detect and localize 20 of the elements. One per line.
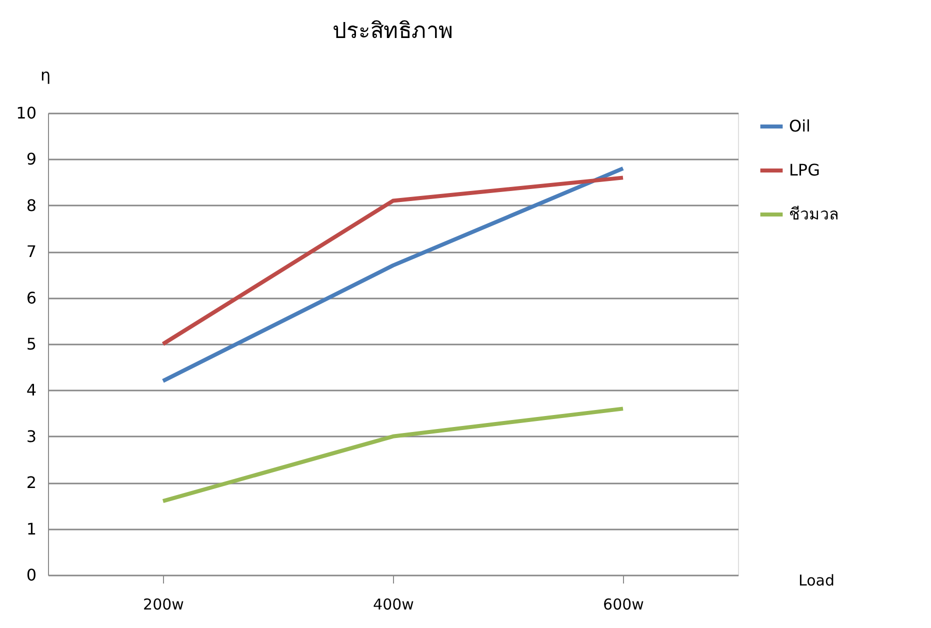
y-tick-label: 0 (26, 566, 36, 584)
y-tick-label: 2 (26, 473, 36, 492)
x-tick-label: 600w (603, 596, 644, 614)
y-tick-label: 6 (26, 288, 36, 308)
y-tick-label: 10 (16, 104, 36, 122)
x-axis-title: Load (798, 572, 834, 590)
y-tick-label: 5 (26, 334, 36, 354)
y-axis-title: η (40, 66, 51, 84)
legend-label: ชีวมวล (789, 204, 839, 224)
y-tick-label: 1 (26, 519, 36, 538)
y-tick-label: 9 (26, 150, 36, 169)
chart-title: ประสิทธิภาพ (332, 19, 454, 44)
y-tick-label: 3 (26, 426, 36, 446)
legend-label: Oil (789, 116, 810, 136)
y-tick-label: 8 (26, 196, 36, 215)
y-tick-label: 4 (26, 380, 36, 400)
x-tick-label: 400w (373, 596, 414, 614)
y-tick-label: 7 (26, 242, 36, 262)
x-tick-label: 200w (143, 596, 184, 614)
legend-label: LPG (789, 160, 820, 180)
